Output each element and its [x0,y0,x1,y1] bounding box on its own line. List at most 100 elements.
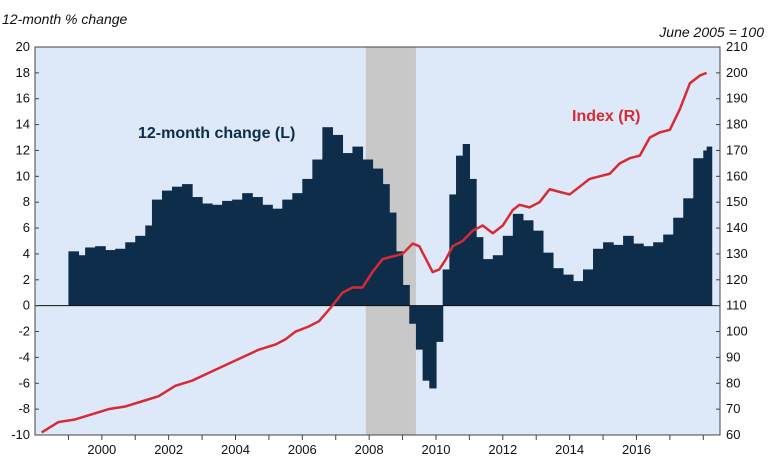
bar [382,184,390,306]
x-tick-label: 2008 [355,442,384,457]
right-tick-label: 180 [726,117,748,132]
bar [242,193,253,306]
bar [95,246,106,306]
bar [222,200,233,306]
bar [482,259,494,306]
bar [462,144,470,306]
left-tick-label: 6 [23,220,30,235]
left-tick-label: 10 [16,168,30,183]
bar [502,235,514,306]
bar [302,178,313,306]
bar [522,220,534,306]
bar [182,184,193,306]
left-tick-label: 12 [16,142,30,157]
bar [435,305,444,342]
left-tick-label: 8 [23,194,30,209]
x-tick-label: 2002 [154,442,183,457]
bar [572,281,584,306]
bar [342,153,354,306]
bar [151,199,163,306]
bar [653,242,664,306]
bar [395,251,404,306]
bar [252,197,263,306]
bar [135,235,146,306]
left-tick-label: 20 [16,39,30,54]
bar [703,150,708,306]
bar [362,159,374,306]
right-tick-label: 140 [726,220,748,235]
x-tick-label: 2004 [221,442,250,457]
x-axis: 2000 2002 2004 2006 2008 2010 2012 2014 2016 [67,435,704,457]
bar [292,193,303,306]
bar [492,255,504,306]
left-tick-label: 0 [23,298,30,313]
bar [145,225,153,306]
right-tick-label: 200 [726,65,748,80]
right-tick-label: 210 [726,39,748,54]
bar [272,208,283,306]
right-tick-label: 90 [726,349,740,364]
bar [125,242,136,306]
plot-frame [34,46,721,436]
left-tick-label: -10 [11,427,30,442]
bar [429,305,437,389]
bar [192,197,203,306]
right-tick-label: 70 [726,401,740,416]
bar [409,305,417,324]
x-tick-label: 2006 [288,442,317,457]
bar [332,134,344,306]
bar [683,198,694,306]
bar-series [68,127,713,389]
x-tick-label: 2010 [422,442,451,457]
left-tick-label: -4 [18,349,30,364]
right-tick-label: 160 [726,168,748,183]
bar [389,212,397,306]
x-tick-label: 2014 [555,442,584,457]
bar [542,252,554,306]
right-tick-label: 80 [726,375,740,390]
bar [613,244,624,306]
bar [449,194,457,306]
left-tick-label: 2 [23,272,30,287]
bar [583,269,594,306]
bar [532,230,544,306]
left-tick-label: 14 [16,117,30,132]
right-axis-unit: June 2005 = 100 [658,24,764,40]
right-tick-label: 110 [726,298,747,313]
bar [693,158,704,306]
left-axis-unit: 12-month % change [2,11,128,27]
left-axis: -10 -8 -6 -4 -2 0 2 4 6 8 10 12 14 16 18 20 [11,39,39,442]
bar [312,159,323,306]
left-tick-label: -6 [18,375,30,390]
bar [105,250,116,306]
bar [422,305,430,381]
bar [623,235,634,306]
bar [352,146,364,306]
bar [415,305,424,350]
left-tick-label: 4 [23,246,30,261]
bar [232,199,243,306]
bar [172,186,183,306]
right-axis: 60 70 80 90 100 110 120 130 140 150 160 170 180 190 20… [716,39,748,442]
bar [202,203,213,306]
x-tick-label: 2012 [488,442,517,457]
left-tick-label: -8 [18,401,30,416]
bar [633,243,644,306]
bar [282,199,293,306]
bar [78,255,86,306]
x-tick-label: 2000 [87,442,116,457]
bar [322,127,333,306]
bar [562,274,574,306]
bar [603,242,614,306]
bar [512,213,524,306]
x-tick-label: 2016 [622,442,651,457]
bar [442,269,450,306]
index-line [41,71,708,434]
index-series-label: Index (R) [572,108,640,125]
bar [469,178,477,306]
right-tick-label: 170 [726,142,748,157]
bar [673,217,684,306]
right-tick-label: 60 [726,427,740,442]
right-tick-label: 120 [726,272,748,287]
